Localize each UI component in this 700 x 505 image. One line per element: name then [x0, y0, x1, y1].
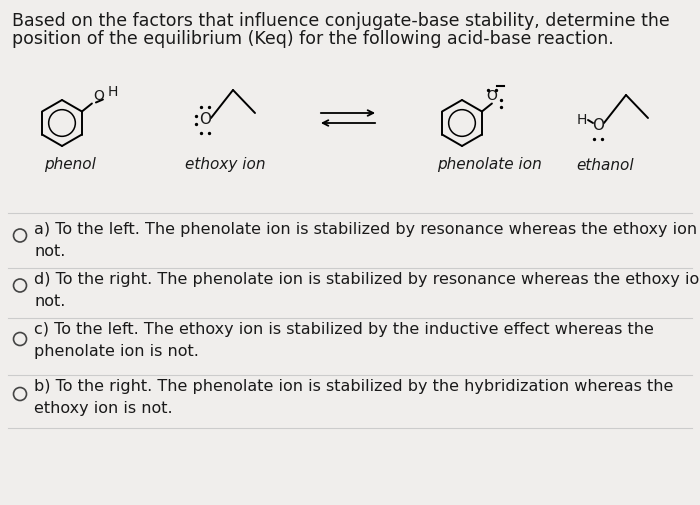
Text: O: O — [93, 88, 104, 103]
Text: Based on the factors that influence conjugate-base stability, determine the: Based on the factors that influence conj… — [12, 12, 670, 30]
Text: d) To the right. The phenolate ion is stabilized by resonance whereas the ethoxy: d) To the right. The phenolate ion is st… — [34, 272, 700, 309]
Text: O: O — [486, 88, 498, 103]
Text: a) To the left. The phenolate ion is stabilized by resonance whereas the ethoxy : a) To the left. The phenolate ion is sta… — [34, 222, 700, 259]
Text: ethanol: ethanol — [576, 158, 634, 173]
Text: position of the equilibrium (Keq) for the following acid-base reaction.: position of the equilibrium (Keq) for th… — [12, 30, 614, 48]
Text: phenol: phenol — [44, 158, 96, 173]
Text: phenolate ion: phenolate ion — [437, 158, 542, 173]
Text: b) To the right. The phenolate ion is stabilized by the hybridization whereas th: b) To the right. The phenolate ion is st… — [34, 379, 673, 416]
Text: ethoxy ion: ethoxy ion — [185, 158, 265, 173]
Text: H: H — [108, 84, 118, 98]
Text: O: O — [592, 118, 604, 132]
Text: H: H — [577, 113, 587, 127]
Text: O: O — [199, 113, 211, 127]
Text: c) To the left. The ethoxy ion is stabilized by the inductive effect whereas the: c) To the left. The ethoxy ion is stabil… — [34, 322, 654, 359]
